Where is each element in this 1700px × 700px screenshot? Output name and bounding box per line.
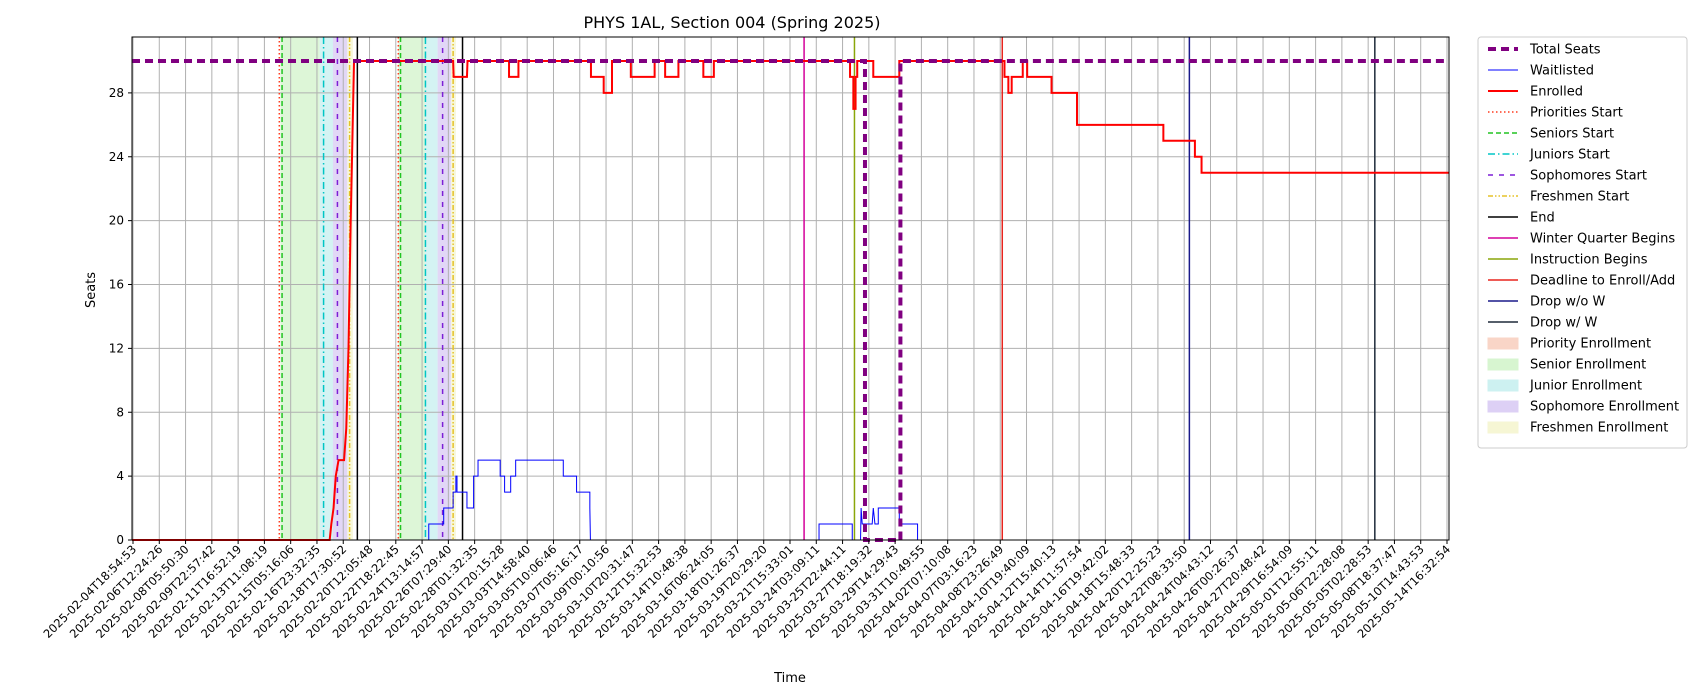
span-freshmen-enrollment <box>450 37 456 540</box>
span-junior-enrollment <box>319 37 333 540</box>
legend-box <box>1477 36 1688 449</box>
legend-label: Drop w/o W <box>1530 295 1606 310</box>
legend-swatch <box>1487 337 1519 350</box>
y-tick-label: 20 <box>109 214 124 228</box>
y-tick-label: 0 <box>116 533 124 547</box>
y-tick-label: 28 <box>109 86 124 100</box>
legend-label: Junior Enrollment <box>1529 379 1642 394</box>
legend-label: Juniors Start <box>1529 148 1610 163</box>
y-tick-label: 24 <box>109 150 124 164</box>
legend-label: Priority Enrollment <box>1530 337 1651 352</box>
legend-label: Freshmen Start <box>1530 190 1629 205</box>
legend-label: Enrolled <box>1530 85 1583 100</box>
legend-label: Waitlisted <box>1530 64 1594 79</box>
y-tick-label: 12 <box>109 341 124 355</box>
event-lines <box>278 37 1376 540</box>
legend-swatch <box>1487 358 1519 371</box>
legend-label: Winter Quarter Begins <box>1530 232 1675 247</box>
legend-label: Sophomore Enrollment <box>1530 400 1679 415</box>
legend-label: Freshmen Enrollment <box>1530 421 1668 436</box>
legend-label: Senior Enrollment <box>1530 358 1646 373</box>
y-tick-label: 4 <box>116 469 124 483</box>
y-axis-label: Seats <box>84 272 99 308</box>
series-waitlisted <box>387 459 1449 541</box>
span-senior-enrollment <box>280 37 320 540</box>
span-junior-enrollment <box>424 37 438 540</box>
legend-label: End <box>1530 211 1555 226</box>
x-axis-ticks: 2025-02-04T18:54:532025-02-06T12:24:2620… <box>40 540 1453 641</box>
legend-label: Drop w/ W <box>1530 316 1598 331</box>
span-senior-enrollment <box>398 37 425 540</box>
enrollment-spans <box>280 37 456 540</box>
y-axis-ticks: 0 4 8 12 16 20 24 28 <box>109 86 132 547</box>
span-sophomore-enrollment <box>332 37 348 540</box>
legend-label: Instruction Begins <box>1530 253 1648 268</box>
legend: Total Seats Waitlisted Enrolled Priorities … <box>1477 36 1688 449</box>
series-enrolled <box>132 59 1449 541</box>
legend-swatch <box>1487 421 1519 434</box>
y-tick-label: 16 <box>109 278 124 292</box>
legend-swatch <box>1487 400 1519 413</box>
legend-label: Seniors Start <box>1530 127 1614 142</box>
legend-label: Sophomores Start <box>1530 169 1647 184</box>
legend-label: Total Seats <box>1529 43 1601 58</box>
legend-swatch <box>1487 379 1519 392</box>
y-tick-label: 8 <box>116 405 124 419</box>
chart-title: PHYS 1AL, Section 004 (Spring 2025) <box>584 13 881 32</box>
legend-label: Deadline to Enroll/Add <box>1530 274 1675 289</box>
legend-label: Priorities Start <box>1530 106 1623 121</box>
span-sophomore-enrollment <box>437 37 451 540</box>
x-axis-label: Time <box>773 671 806 686</box>
